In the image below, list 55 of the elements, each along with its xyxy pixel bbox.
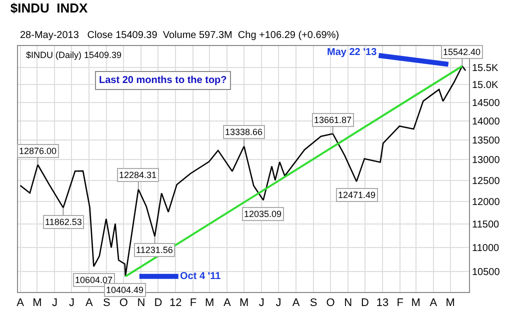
y-tick-label: 12500 [472,176,500,187]
x-tick-label: J [276,297,282,310]
x-tick-label: O [326,297,336,310]
y-tick-label: 14500 [472,98,500,109]
x-tick-label: F [396,297,404,310]
chart-title: $INDU INDX [10,0,88,16]
annotation: 15542.40 [443,47,481,57]
annotation: 11862.53 [45,217,82,227]
y-tick-label: 15.5K [472,63,498,74]
x-tick-label: S [103,297,110,310]
annotation: $INDU (Daily) 15409.39 [26,50,122,60]
x-tick-label: D [361,297,370,310]
x-tick-label: O [119,297,128,310]
x-tick-label: M [32,297,42,310]
x-tick-label: N [137,297,146,310]
x-tick-label: J [68,297,74,310]
x-tick-label: A [292,297,300,310]
x-tick-label: F [190,297,197,310]
y-tick-label: 12000 [472,197,500,208]
annotation: 11231.56 [136,245,173,255]
annotation: 12284.31 [119,170,157,180]
x-tick-label: 13 [376,297,389,310]
x-tick-label: A [223,297,232,310]
x-tick-label: D [154,297,162,310]
x-tick-label: M [205,297,214,310]
x-tick-label: A [430,297,438,310]
annotation: Last 20 months to the top? [99,75,227,86]
y-tick-label: 10500 [472,267,500,278]
y-tick-label: 13000 [472,155,500,166]
x-tick-label: S [310,297,318,310]
y-tick-label: 11500 [472,219,500,230]
annotation: 13338.66 [225,127,263,137]
annotation: 13661.87 [314,115,352,125]
line-series [20,65,466,278]
y-tick-label: 11000 [472,242,500,254]
annotation: 10404.49 [106,285,144,295]
x-tick-label: 12 [170,297,182,310]
y-tick-label: 14000 [472,116,500,128]
annotation: 10604.07 [75,275,113,285]
x-tick-label: M [239,297,249,310]
x-tick-label: A [86,297,94,310]
chart-subtitle: 28-May-2013 Close 15409.39 Volume 597.3M Chg +106.29 (+0.69%) [20,30,340,41]
annotation: Oct 4 '11 [180,271,222,282]
x-tick-label: A [16,297,25,310]
annotation: May 22 '13 [327,47,378,58]
x-tick-label: J [258,297,264,310]
x-tick-label: M [411,297,420,310]
y-tick-label: 15.0K [472,80,498,92]
annotation: 12035.09 [244,209,282,219]
y-tick-label: 13500 [472,135,500,146]
annotation: 12876.00 [19,146,57,156]
x-tick-label: M [446,297,455,310]
x-tick-label: N [344,297,352,310]
annotation: 12471.49 [338,190,376,200]
x-tick-label: J [52,297,58,310]
